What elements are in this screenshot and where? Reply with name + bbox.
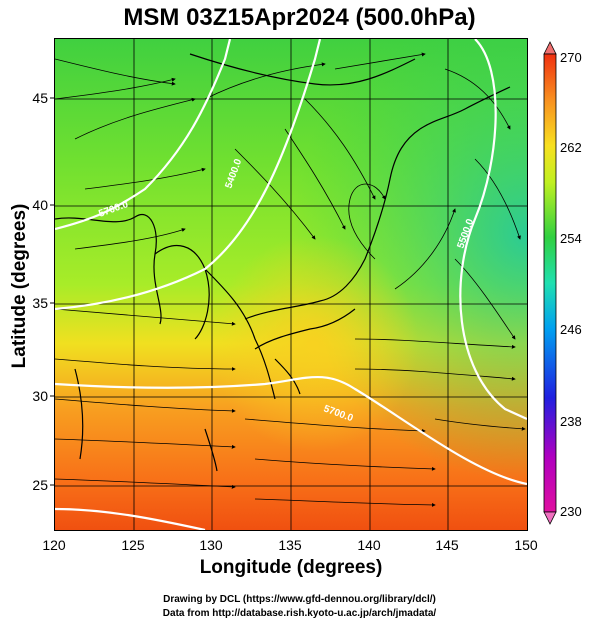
x-tick-label: 145 [435, 537, 459, 553]
x-axis: 120 125 130 135 140 145 150 [42, 537, 538, 553]
x-tick-label: 130 [199, 537, 223, 553]
y-tick-label: 40 [32, 197, 48, 213]
x-axis-label: Longitude (degrees) [199, 557, 383, 578]
x-tick-label: 150 [514, 537, 538, 553]
map-plot-area: 5700.0 5400.0 5700.0 5500.0 [54, 38, 528, 531]
colorbar-label: 246 [560, 322, 582, 337]
y-tick-label: 30 [32, 388, 48, 404]
credit-drawing: Drawing by DCL (https://www.gfd-dennou.o… [163, 594, 436, 605]
colorbar-label: 262 [560, 140, 582, 155]
page-title: MSM 03Z15Apr2024 (500.0hPa) [123, 4, 476, 31]
x-tick-label: 135 [278, 537, 302, 553]
colorbar-label: 238 [560, 414, 582, 429]
y-axis: 45 40 35 30 25 [32, 90, 54, 493]
y-axis-label: Latitude (degrees) [9, 203, 30, 369]
colorbar-label: 254 [560, 231, 582, 246]
colorbar-label: 270 [560, 50, 582, 65]
credit-data: Data from http://database.rish.kyoto-u.a… [162, 608, 437, 619]
colorbar: 270 262 254 246 238 230 [543, 41, 582, 525]
y-tick-label: 25 [32, 477, 48, 493]
x-tick-label: 120 [42, 537, 66, 553]
height-contours [55, 39, 527, 530]
x-tick-label: 140 [357, 537, 381, 553]
coastlines [55, 53, 511, 472]
y-tick-label: 35 [32, 295, 48, 311]
y-tick-label: 45 [32, 90, 48, 106]
colorbar-label: 230 [560, 504, 582, 519]
x-tick-label: 125 [121, 537, 145, 553]
